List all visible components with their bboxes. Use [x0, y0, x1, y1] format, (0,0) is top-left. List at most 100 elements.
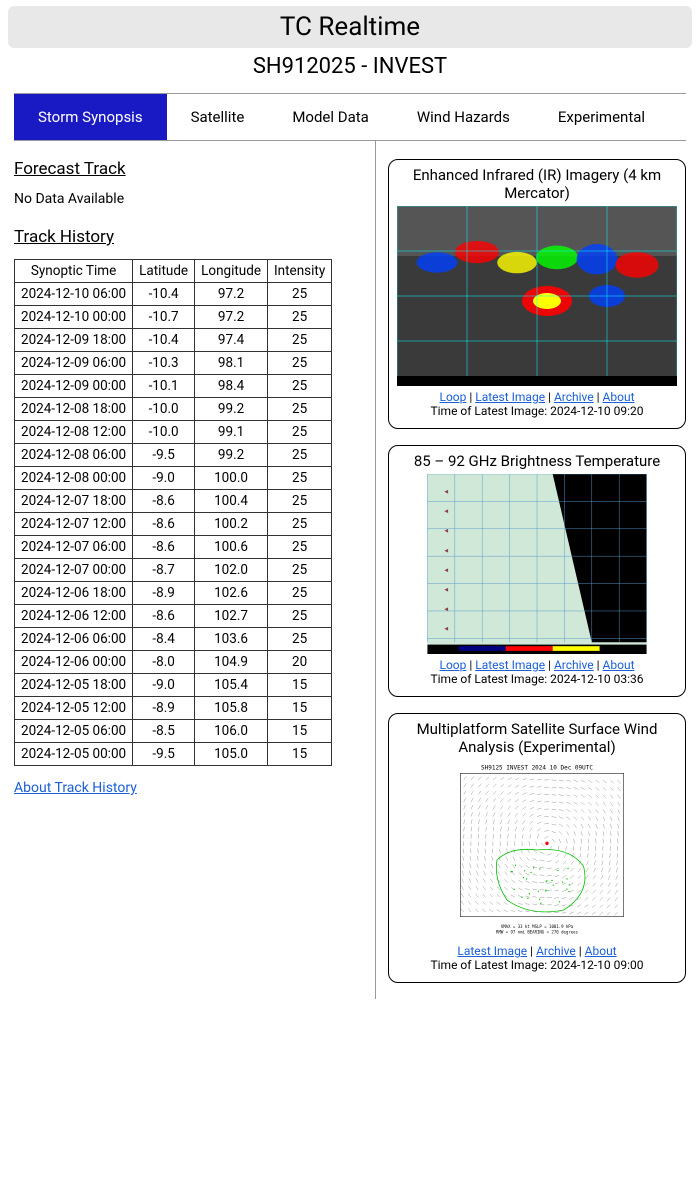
table-cell: 2024-12-09 18:00: [15, 329, 133, 352]
imagery-link-loop[interactable]: Loop: [439, 658, 466, 672]
svg-text:◄: ◄: [443, 605, 449, 613]
page-title: TC Realtime: [28, 12, 672, 42]
table-row: 2024-12-05 06:00-8.5106.015: [15, 720, 332, 743]
table-cell: -10.0: [133, 398, 195, 421]
table-cell: 2024-12-07 18:00: [15, 490, 133, 513]
table-cell: 25: [268, 467, 332, 490]
table-row: 2024-12-07 06:00-8.6100.625: [15, 536, 332, 559]
tab-wind-hazards[interactable]: Wind Hazards: [393, 94, 534, 140]
table-cell: 2024-12-10 00:00: [15, 306, 133, 329]
imagery-link-archive[interactable]: Archive: [536, 944, 576, 958]
forecast-track-msg: No Data Available: [14, 191, 363, 207]
table-cell: 103.6: [195, 628, 268, 651]
table-row: 2024-12-05 12:00-8.9105.815: [15, 697, 332, 720]
table-cell: 105.4: [195, 674, 268, 697]
table-cell: -9.0: [133, 467, 195, 490]
table-cell: 99.2: [195, 398, 268, 421]
imagery-time: Time of Latest Image: 2024-12-10 09:00: [397, 958, 677, 972]
table-cell: 25: [268, 605, 332, 628]
table-cell: 2024-12-07 00:00: [15, 559, 133, 582]
imagery-title: 85 – 92 GHz Brightness Temperature: [397, 452, 677, 470]
table-cell: 100.0: [195, 467, 268, 490]
track-history-title: Track History: [14, 227, 363, 247]
imagery-link-latest-image[interactable]: Latest Image: [475, 390, 545, 404]
svg-text:VMAX = 33 kt MSLP = 1001.9 hPa: VMAX = 33 kt MSLP = 1001.9 hPa: [501, 924, 574, 929]
table-cell: 2024-12-08 06:00: [15, 444, 133, 467]
table-cell: 2024-12-09 06:00: [15, 352, 133, 375]
table-row: 2024-12-05 18:00-9.0105.415: [15, 674, 332, 697]
table-header: Intensity: [268, 260, 332, 283]
table-cell: 2024-12-05 00:00: [15, 743, 133, 766]
table-row: 2024-12-06 18:00-8.9102.625: [15, 582, 332, 605]
imagery-link-loop[interactable]: Loop: [439, 390, 466, 404]
table-cell: 2024-12-06 06:00: [15, 628, 133, 651]
table-row: 2024-12-08 00:00-9.0100.025: [15, 467, 332, 490]
forecast-track-title: Forecast Track: [14, 159, 363, 179]
tab-satellite[interactable]: Satellite: [167, 94, 269, 140]
table-cell: -8.6: [133, 536, 195, 559]
imagery-time: Time of Latest Image: 2024-12-10 03:36: [397, 672, 677, 686]
imagery-link-about[interactable]: About: [603, 390, 635, 404]
tab-storm-synopsis[interactable]: Storm Synopsis: [14, 94, 167, 140]
table-row: 2024-12-09 06:00-10.398.125: [15, 352, 332, 375]
table-cell: -8.6: [133, 513, 195, 536]
table-cell: 99.1: [195, 421, 268, 444]
table-cell: 97.2: [195, 306, 268, 329]
table-row: 2024-12-10 00:00-10.797.225: [15, 306, 332, 329]
table-cell: 25: [268, 582, 332, 605]
tab-experimental[interactable]: Experimental: [534, 94, 669, 140]
table-cell: -8.7: [133, 559, 195, 582]
table-cell: 98.1: [195, 352, 268, 375]
table-cell: -10.4: [133, 329, 195, 352]
table-cell: 25: [268, 283, 332, 306]
table-cell: 100.4: [195, 490, 268, 513]
table-cell: -8.4: [133, 628, 195, 651]
table-cell: -10.7: [133, 306, 195, 329]
imagery-link-latest-image[interactable]: Latest Image: [457, 944, 527, 958]
table-row: 2024-12-07 18:00-8.6100.425: [15, 490, 332, 513]
table-cell: 25: [268, 490, 332, 513]
table-cell: -10.1: [133, 375, 195, 398]
table-cell: 25: [268, 421, 332, 444]
table-cell: 15: [268, 720, 332, 743]
nav-tabs: Storm SynopsisSatelliteModel DataWind Ha…: [14, 94, 686, 140]
table-cell: 2024-12-07 06:00: [15, 536, 133, 559]
svg-text:◄: ◄: [443, 527, 449, 535]
tab-model-data[interactable]: Model Data: [268, 94, 393, 140]
table-row: 2024-12-06 12:00-8.6102.725: [15, 605, 332, 628]
imagery-link-latest-image[interactable]: Latest Image: [475, 658, 545, 672]
imagery-box: 85 – 92 GHz Brightness Temperature◄◄◄◄◄◄…: [388, 445, 686, 697]
about-track-history-link[interactable]: About Track History: [14, 780, 137, 796]
table-cell: 25: [268, 559, 332, 582]
imagery-link-about[interactable]: About: [585, 944, 617, 958]
table-cell: -9.5: [133, 743, 195, 766]
imagery-link-about[interactable]: About: [603, 658, 635, 672]
table-cell: -8.6: [133, 490, 195, 513]
left-column: Forecast Track No Data Available Track H…: [14, 141, 376, 999]
table-cell: 15: [268, 743, 332, 766]
subtitle: SH912025 - INVEST: [0, 54, 700, 79]
table-row: 2024-12-08 18:00-10.099.225: [15, 398, 332, 421]
ir-imagery[interactable]: [397, 206, 677, 386]
track-history-table: Synoptic TimeLatitudeLongitudeIntensity …: [14, 259, 332, 766]
table-row: 2024-12-09 00:00-10.198.425: [15, 375, 332, 398]
imagery-box: Enhanced Infrared (IR) Imagery (4 km Mer…: [388, 159, 686, 429]
table-cell: 25: [268, 628, 332, 651]
table-cell: 15: [268, 697, 332, 720]
table-cell: 98.4: [195, 375, 268, 398]
microwave-imagery[interactable]: ◄◄◄◄◄◄◄◄: [397, 474, 677, 654]
table-cell: 25: [268, 352, 332, 375]
table-cell: 2024-12-06 00:00: [15, 651, 133, 674]
imagery-link-archive[interactable]: Archive: [554, 658, 594, 672]
table-cell: -8.5: [133, 720, 195, 743]
wind-imagery[interactable]: SH9125 INVEST 2024 10 Dec 09UTCVMAX = 33…: [397, 760, 677, 940]
table-cell: 100.2: [195, 513, 268, 536]
table-cell: 104.9: [195, 651, 268, 674]
svg-text:RMW = 97 nmi BEARING = 270 deg: RMW = 97 nmi BEARING = 270 degrees: [496, 929, 578, 934]
table-cell: 25: [268, 306, 332, 329]
table-cell: -10.3: [133, 352, 195, 375]
table-cell: 97.4: [195, 329, 268, 352]
imagery-link-archive[interactable]: Archive: [554, 390, 594, 404]
svg-text:◄: ◄: [443, 625, 449, 633]
table-cell: 2024-12-08 12:00: [15, 421, 133, 444]
